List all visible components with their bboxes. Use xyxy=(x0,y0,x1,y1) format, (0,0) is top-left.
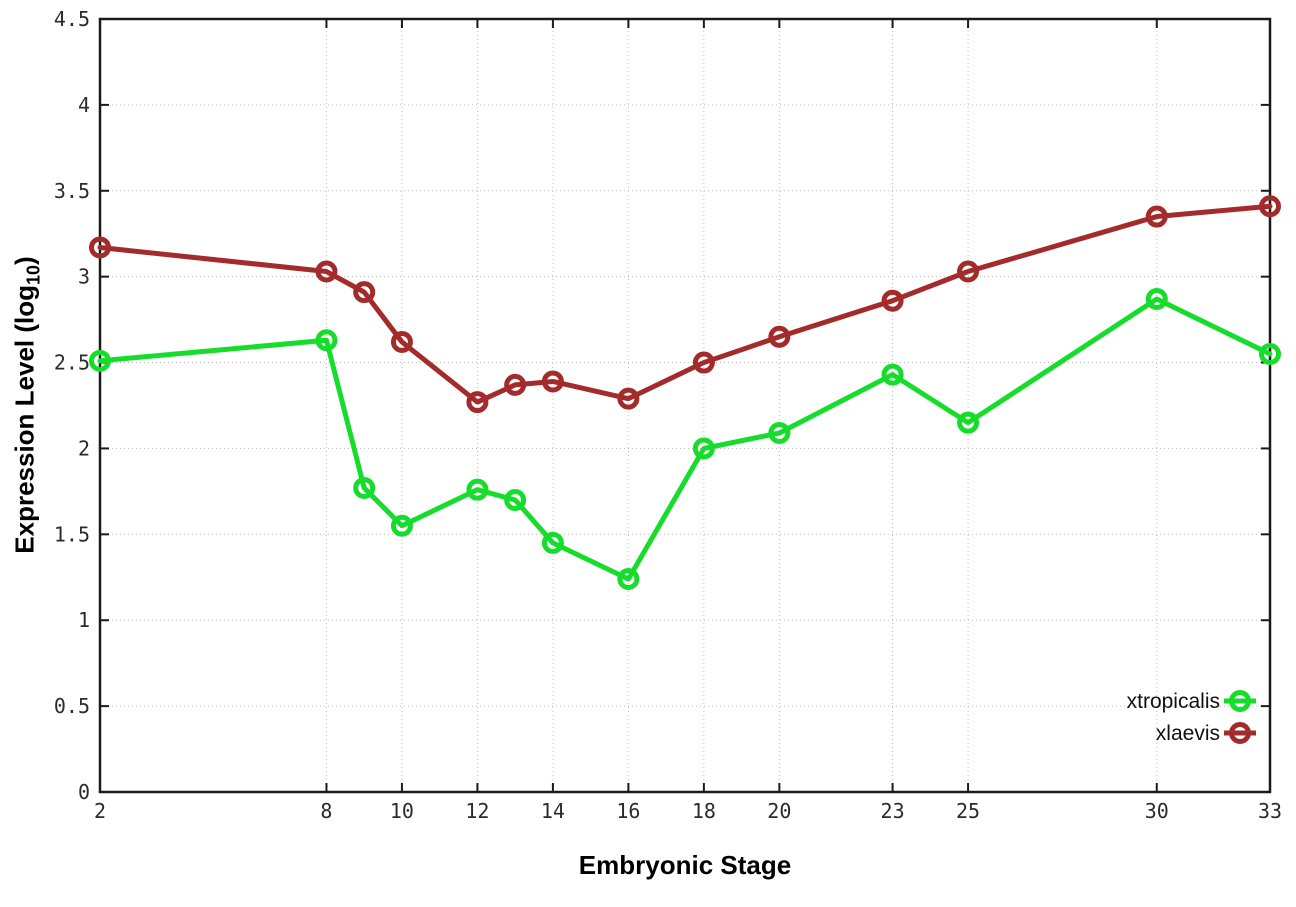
y-tick-label-2.5: 2.5 xyxy=(54,351,90,375)
x-tick-label-23: 23 xyxy=(881,799,905,823)
data-point-xlaevis-8 xyxy=(315,260,338,283)
legend-label-xtropicalis: xtropicalis xyxy=(1127,690,1220,713)
data-point-xtropicalis-23 xyxy=(881,363,904,386)
data-point-xlaevis-13 xyxy=(504,373,527,396)
data-point-xtropicalis-10 xyxy=(390,514,413,537)
data-point-xlaevis-10 xyxy=(390,330,413,353)
x-tick-label-14: 14 xyxy=(541,799,565,823)
y-tick-label-1: 1 xyxy=(78,608,90,632)
data-point-xlaevis-20 xyxy=(768,325,791,348)
data-point-xlaevis-18 xyxy=(692,351,715,374)
x-tick-label-2: 2 xyxy=(94,799,106,823)
data-point-xlaevis-2 xyxy=(89,236,111,259)
data-point-xlaevis-9 xyxy=(353,281,376,304)
y-axis-title-suffix: ) xyxy=(9,256,40,265)
data-point-xlaevis-33 xyxy=(1259,195,1281,218)
x-tick-label-18: 18 xyxy=(692,799,716,823)
legend-marker-xtropicalis xyxy=(1229,690,1251,712)
series-line-xtropicalis xyxy=(97,296,1273,582)
legend-marker-xlaevis xyxy=(1229,722,1251,744)
data-point-xtropicalis-12 xyxy=(466,478,489,501)
data-point-xtropicalis-30 xyxy=(1145,287,1168,310)
legend-label-xlaevis: xlaevis xyxy=(1156,722,1220,745)
data-point-xtropicalis-16 xyxy=(617,567,640,590)
data-point-xlaevis-12 xyxy=(466,391,489,414)
series-line-xlaevis xyxy=(97,203,1273,405)
y-axis-title: Expression Level (log10) xyxy=(9,256,44,553)
data-point-xlaevis-25 xyxy=(957,260,980,283)
data-point-xlaevis-14 xyxy=(541,370,564,393)
x-tick-label-16: 16 xyxy=(616,799,640,823)
x-axis-title: Embryonic Stage xyxy=(578,850,792,880)
y-tick-label-0.5: 0.5 xyxy=(54,694,90,718)
x-tick-label-30: 30 xyxy=(1145,799,1169,823)
data-point-xtropicalis-14 xyxy=(541,531,564,554)
y-tick-label-4: 4 xyxy=(78,93,90,117)
data-point-xtropicalis-18 xyxy=(692,437,715,460)
x-tick-label-8: 8 xyxy=(320,799,332,823)
x-tick-label-10: 10 xyxy=(390,799,414,823)
x-tick-label-12: 12 xyxy=(465,799,489,823)
y-axis-title-text: Expression Level (log xyxy=(9,284,40,554)
y-tick-label-3: 3 xyxy=(78,265,90,289)
x-tick-label-20: 20 xyxy=(767,799,791,823)
data-point-xtropicalis-13 xyxy=(504,488,527,511)
y-tick-label-3.5: 3.5 xyxy=(54,179,90,203)
x-tick-label-33: 33 xyxy=(1258,799,1282,823)
data-point-xtropicalis-8 xyxy=(315,329,338,352)
data-point-xtropicalis-33 xyxy=(1259,342,1281,365)
y-tick-label-1.5: 1.5 xyxy=(54,522,90,546)
y-tick-label-4.5: 4.5 xyxy=(54,7,90,31)
data-point-xtropicalis-25 xyxy=(957,411,980,434)
y-axis-title-subscript: 10 xyxy=(23,264,44,285)
data-point-xlaevis-16 xyxy=(617,387,640,410)
x-tick-label-25: 25 xyxy=(956,799,980,823)
data-point-xtropicalis-20 xyxy=(768,421,791,444)
y-tick-label-2: 2 xyxy=(78,436,90,460)
data-point-xtropicalis-2 xyxy=(89,349,111,372)
y-tick-label-0: 0 xyxy=(78,780,90,804)
data-point-xlaevis-30 xyxy=(1145,205,1168,228)
data-point-xtropicalis-9 xyxy=(353,476,376,499)
plot-border xyxy=(98,17,1272,794)
data-point-xlaevis-23 xyxy=(881,289,904,312)
